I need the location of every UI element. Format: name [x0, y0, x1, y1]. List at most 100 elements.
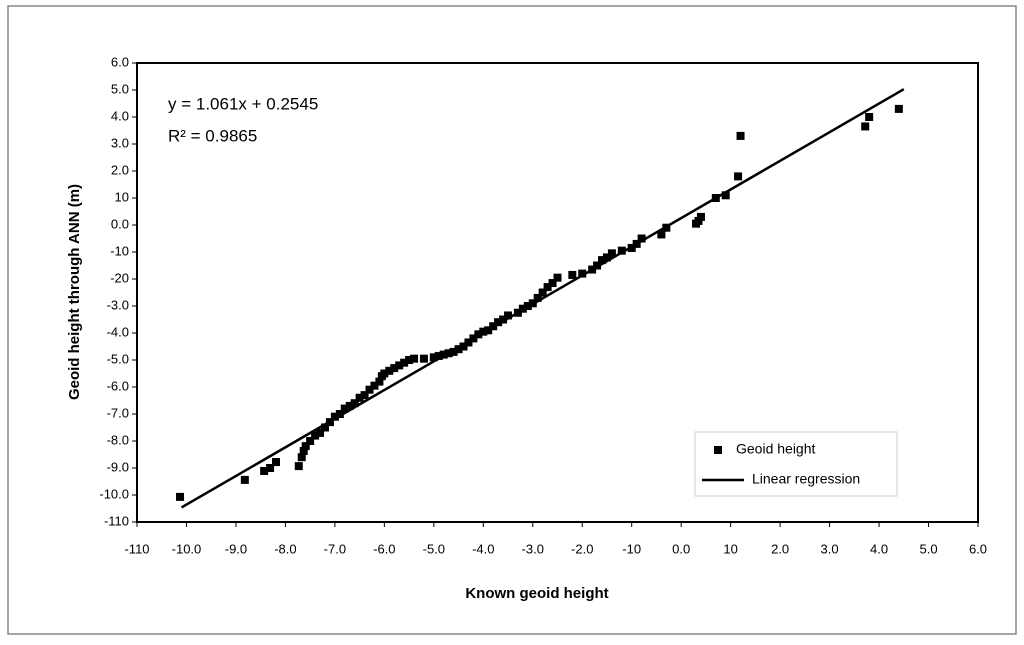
point — [316, 428, 325, 437]
point — [301, 442, 310, 451]
point — [568, 270, 577, 279]
point — [553, 273, 562, 282]
point — [459, 342, 468, 351]
x-tick-label: -3.0 — [522, 541, 544, 556]
point — [449, 347, 458, 356]
frame — [7, 5, 1017, 635]
point — [454, 345, 463, 354]
r-squared: R² = 0.9865 — [168, 126, 257, 145]
x-tick-label: -6.0 — [373, 541, 395, 556]
point — [330, 412, 339, 421]
point — [240, 475, 249, 484]
point — [297, 453, 306, 462]
point — [335, 410, 344, 418]
y-tick-label: -5.0 — [107, 351, 129, 366]
point — [311, 431, 320, 440]
x-tick-label: 0.0 — [672, 541, 690, 556]
point — [365, 385, 374, 394]
point — [657, 230, 666, 239]
point — [538, 288, 547, 297]
point — [370, 381, 379, 390]
point — [434, 351, 443, 360]
y-tick-label: 6.0 — [111, 54, 129, 69]
point — [617, 246, 626, 255]
y-tick-label: 10 — [115, 189, 129, 204]
y-tick-label: 5.0 — [111, 81, 129, 96]
point — [400, 358, 409, 367]
x-tick-label: -4.0 — [472, 541, 494, 556]
point — [499, 315, 508, 324]
point — [306, 437, 315, 445]
point — [694, 216, 703, 225]
point — [504, 311, 513, 320]
point — [429, 353, 438, 362]
point — [294, 462, 303, 471]
point — [390, 364, 399, 373]
point — [350, 399, 359, 408]
point — [548, 279, 557, 288]
point — [736, 131, 745, 140]
point — [533, 293, 542, 302]
point — [385, 366, 394, 375]
x-tick-label: 6.0 — [969, 541, 987, 556]
point — [272, 458, 281, 467]
point — [602, 253, 611, 262]
y-tick-label: -6.0 — [107, 378, 129, 393]
x-tick-label: -5.0 — [423, 541, 445, 556]
plot-area — [136, 62, 979, 523]
x-axis-label: Known geoid height — [465, 585, 608, 602]
x-tick-label: -10 — [622, 541, 641, 556]
x-tick-label: -8.0 — [274, 541, 296, 556]
y-tick-label: -110 — [104, 513, 129, 528]
point — [578, 269, 587, 278]
point — [865, 113, 874, 121]
y-tick-label: -8.0 — [107, 432, 129, 447]
point — [543, 283, 552, 292]
x-tick-label: -9.0 — [225, 541, 247, 556]
y-tick-label: -10.0 — [99, 486, 129, 501]
point — [395, 361, 404, 370]
x-tick-label: -2.0 — [571, 541, 593, 556]
point — [375, 377, 384, 386]
point — [598, 256, 607, 265]
point — [405, 356, 414, 364]
equation: y = 1.061x + 0.2545 — [168, 94, 318, 113]
x-tick-label: 4.0 — [870, 541, 888, 556]
x-tick-label: 2.0 — [771, 541, 789, 556]
point — [266, 464, 275, 472]
point — [607, 249, 616, 258]
y-tick-label: -7.0 — [107, 405, 129, 420]
point — [340, 404, 349, 413]
point — [861, 122, 870, 131]
point — [176, 492, 185, 501]
point — [260, 466, 269, 475]
y-tick-label: -9.0 — [107, 459, 129, 474]
point — [355, 393, 364, 402]
point — [696, 212, 705, 221]
x-tick-label: -110 — [124, 541, 149, 556]
y-tick-label: -4.0 — [107, 324, 129, 339]
legend — [694, 431, 898, 497]
point — [360, 391, 369, 400]
x-tick-label: -7.0 — [324, 541, 346, 556]
y-tick-label: 2.0 — [111, 162, 129, 177]
legend-label: Linear regression — [752, 471, 860, 487]
regression-line — [180, 88, 905, 509]
x-tick-label: -10.0 — [172, 541, 202, 556]
point — [734, 172, 743, 181]
point — [419, 354, 428, 363]
point — [894, 104, 903, 113]
point — [721, 191, 730, 200]
x-tick-label: 10 — [723, 541, 737, 556]
point — [494, 318, 503, 327]
point — [410, 354, 419, 363]
point — [345, 401, 354, 410]
legend-label: Geoid height — [736, 441, 816, 457]
y-axis-label: Geoid height through ANN (m) — [66, 184, 83, 400]
y-tick-label: 0.0 — [111, 216, 129, 231]
point — [320, 423, 329, 432]
y-tick-label: -10 — [110, 243, 129, 258]
legend-swatch — [714, 446, 722, 454]
y-tick-label: 4.0 — [111, 108, 129, 123]
